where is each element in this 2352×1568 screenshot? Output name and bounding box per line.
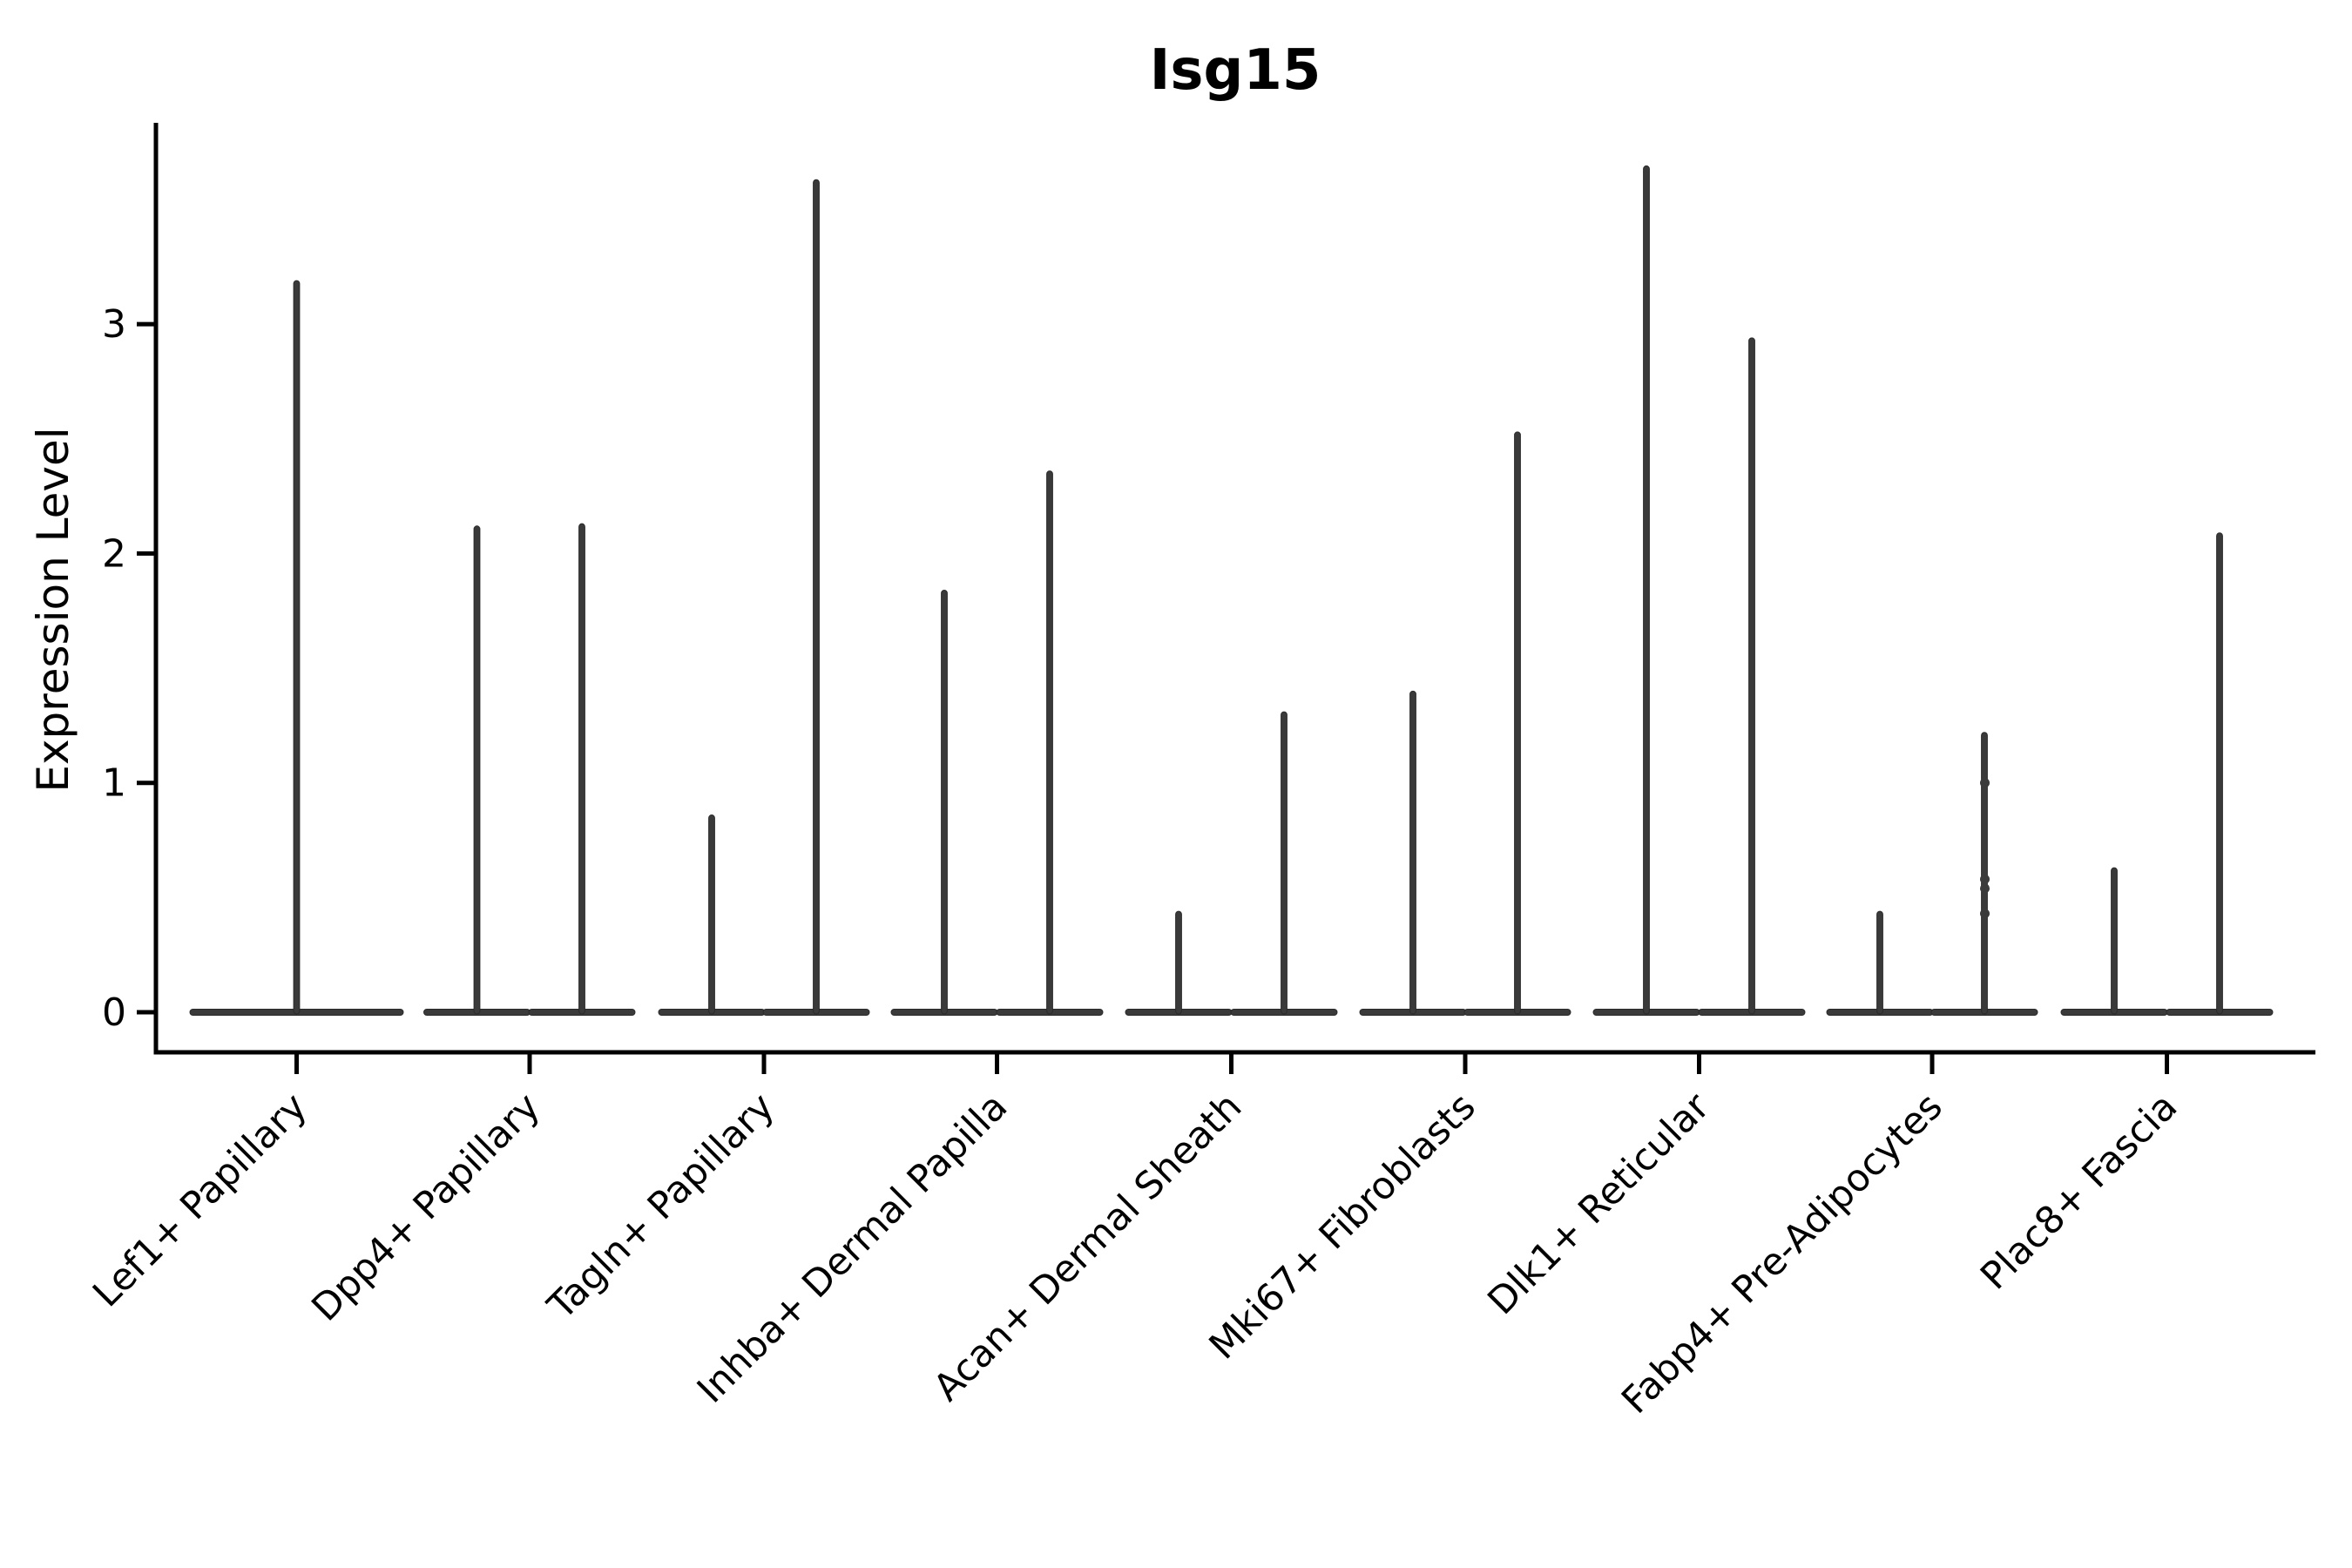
violin-spike: [1981, 732, 1988, 1015]
expression-point: [1980, 778, 1990, 788]
y-tick-label: 2: [102, 531, 126, 576]
x-category-label: Tagln+ Papillary: [539, 1085, 783, 1328]
expression-point: [1980, 883, 1990, 894]
violin-spike: [1409, 690, 1416, 1015]
violins: [189, 165, 2274, 1016]
violin-spike: [2111, 867, 2118, 1015]
y-tick-label: 3: [102, 302, 126, 347]
violin-spike: [578, 523, 585, 1015]
y-axis-label: Expression Level: [28, 427, 78, 792]
violin-spike: [1046, 470, 1053, 1015]
violin-spike: [1643, 165, 1650, 1015]
violin-spike: [1281, 711, 1288, 1015]
axes: [153, 123, 2315, 1055]
x-category-label: Plac8+ Fascia: [1972, 1085, 2186, 1298]
violin-spike: [813, 179, 820, 1015]
violin-spike: [1876, 910, 1883, 1015]
x-category-label: Mki67+ Fibroblasts: [1201, 1085, 1484, 1368]
y-tick-labels: 0 1 2 3: [102, 302, 126, 1035]
violin-spike: [473, 525, 481, 1015]
y-tick-label: 0: [102, 990, 126, 1035]
y-tick-label: 1: [102, 761, 126, 806]
x-category-label: Dlk1+ Reticular: [1480, 1085, 1719, 1323]
violin-spike: [708, 814, 715, 1015]
violin-spike: [1514, 431, 1521, 1015]
expression-point: [1980, 874, 1990, 884]
tick-marks: [137, 321, 2169, 1074]
violin-spike: [1748, 337, 1755, 1015]
x-category-label: Dpp4+ Papillary: [304, 1085, 549, 1329]
expression-point: [1980, 909, 1990, 919]
chart-title: Isg15: [1150, 38, 1321, 103]
x-category-label: Lef1+ Papillary: [84, 1085, 315, 1315]
violin-spike: [293, 280, 301, 1015]
violin-spike: [941, 590, 948, 1015]
violin-spike: [2216, 532, 2223, 1015]
violin-spike: [1175, 910, 1182, 1015]
